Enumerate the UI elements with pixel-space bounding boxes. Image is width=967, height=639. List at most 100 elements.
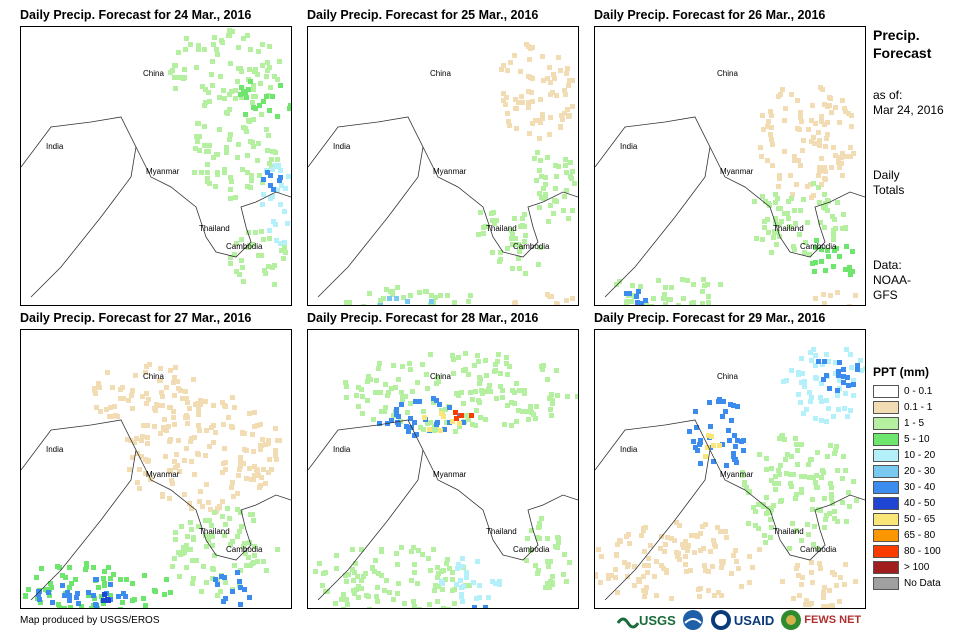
legend-swatch [873,480,899,494]
legend-swatch [873,576,899,590]
legend-label: 5 - 10 [904,433,930,445]
legend-label: 65 - 80 [904,529,936,541]
map-label-cambodia: Cambodia [800,242,837,251]
credit-text: Map produced by USGS/EROS [20,615,160,626]
country-borders [21,116,291,298]
legend-item: 5 - 10 [873,431,941,447]
usaid-seal-icon [710,610,731,630]
legend-swatch [873,416,899,430]
data-line: NOAA- [873,273,912,287]
precip-area [810,238,855,277]
map-label-india: India [620,445,638,454]
legend-label: 10 - 20 [904,449,936,461]
precip-area [781,347,865,424]
map-label-india: India [46,142,64,151]
precip-area [170,506,280,598]
legend-item: 0 - 0.1 [873,383,941,399]
map-label-thailand: Thailand [773,224,804,233]
map-canvas [595,85,865,305]
map-label-thailand: Thailand [486,224,517,233]
forecast-panel-25mar: Daily Precip. Forecast for 25 Mar., 2016… [307,8,597,318]
usgs-wave-icon [617,617,639,629]
precip-area [378,296,434,305]
forecast-panel-24mar: Daily Precip. Forecast for 24 Mar., 2016… [20,8,310,318]
legend-swatch [873,384,899,398]
legend-swatch [873,512,899,526]
legend-item: 30 - 40 [873,479,941,495]
precip-area [532,150,577,224]
totals-line: Totals [873,183,905,197]
precip-area [472,605,488,608]
legend-swatch [873,448,899,462]
precip-area [422,411,462,433]
map-label-india: India [333,142,351,151]
precip-area [453,410,474,421]
legend-item: 50 - 65 [873,511,941,527]
precip-area [614,277,723,305]
precip-area [101,592,111,603]
map-label-thailand: Thailand [773,527,804,536]
forecast-panel-29mar: Daily Precip. Forecast for 29 Mar., 2016… [594,311,884,621]
precip-map: China India Myanmar Thailand Cambodia [20,329,292,609]
legend-label: 30 - 40 [904,481,936,493]
precip-area [595,520,762,601]
legend-item: 1 - 5 [873,415,941,431]
legend-label: 20 - 30 [904,465,936,477]
precip-area [758,85,856,200]
map-label-india: India [620,142,638,151]
country-borders [595,116,865,298]
asof-value: Mar 24, 2016 [873,103,944,117]
legend-title: PPT (mm) [873,365,930,379]
precip-area [92,362,203,422]
map-label-china: China [143,372,164,381]
noaa-logo-icon [682,610,703,630]
title-line: Precip. [873,27,920,43]
precip-area [813,290,858,305]
agency-logos: USGS USAID FEWS NET [617,606,861,634]
map-label-india: India [333,445,351,454]
panel-title: Daily Precip. Forecast for 25 Mar., 2016 [307,8,539,22]
legend-label: 0 - 0.1 [904,385,933,397]
precip-area [439,556,502,604]
country-borders [595,419,865,601]
precip-area [36,577,128,608]
legend-label: 40 - 50 [904,497,936,509]
map-label-myanmar: Myanmar [146,167,180,176]
legend-swatch [873,400,899,414]
map-label-cambodia: Cambodia [800,545,837,554]
map-label-china: China [430,372,451,381]
map-canvas [595,347,865,608]
legend-item: 20 - 30 [873,463,941,479]
panel-title: Daily Precip. Forecast for 29 Mar., 2016 [594,311,826,325]
forecast-panel-28mar: Daily Precip. Forecast for 28 Mar., 2016… [307,311,597,621]
usgs-logo-text: USGS [639,612,676,628]
fewsnet-logo-text: FEWS NET [804,614,862,626]
country-borders [308,419,578,601]
legend-swatch [873,528,899,542]
precip-area [703,433,722,459]
precip-area [780,560,858,608]
data-source: Data: NOAA- GFS [873,258,911,303]
precip-map: China India Myanmar Thailand Cambodia [20,26,292,306]
map-label-cambodia: Cambodia [226,545,263,554]
precip-map: China India Myanmar Thailand Cambodia [594,329,866,609]
precip-area [228,229,288,287]
legend-label: 50 - 65 [904,513,936,525]
map-label-china: China [430,69,451,78]
legend-label: 0.1 - 1 [904,401,933,413]
usgs-logo: USGS [617,611,676,629]
forecast-panel-27mar: Daily Precip. Forecast for 27 Mar., 2016… [20,311,310,621]
precip-map: China India Myanmar Thailand Cambodia [307,329,579,609]
map-label-thailand: Thailand [199,527,230,536]
daily-totals-note: Daily Totals [873,168,904,198]
map-label-china: China [717,69,738,78]
legend-swatch [873,544,899,558]
precip-area [125,395,282,514]
as-of-date: as of: Mar 24, 2016 [873,88,944,118]
map-label-myanmar: Myanmar [433,470,467,479]
legend-swatch [873,432,899,446]
map-label-myanmar: Myanmar [720,470,754,479]
legend-label: 80 - 100 [904,545,941,557]
precip-area [490,233,543,276]
legend-item: 65 - 80 [873,527,941,543]
